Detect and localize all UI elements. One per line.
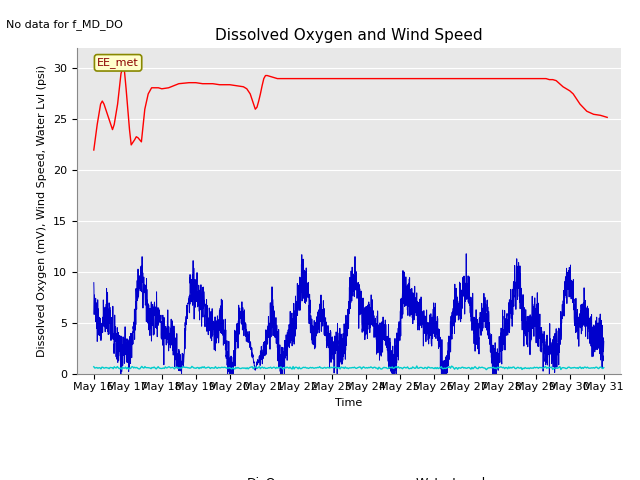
- Line: WaterLevel: WaterLevel: [94, 366, 604, 370]
- ws: [462, 251, 470, 257]
- ws: [590, 336, 598, 342]
- DisOxy: [536, 76, 543, 82]
- WaterLevel: [366, 365, 374, 371]
- DisOxy: [532, 76, 540, 82]
- WaterLevel: [413, 363, 420, 369]
- DisOxy: [604, 115, 611, 120]
- WaterLevel: [394, 365, 401, 371]
- WaterLevel: [483, 367, 490, 372]
- ws: [117, 372, 125, 377]
- Line: ws: ws: [94, 254, 604, 374]
- DisOxy: [90, 147, 98, 153]
- WaterLevel: [510, 364, 518, 370]
- ws: [90, 280, 98, 286]
- ws: [179, 351, 186, 357]
- Legend: DisOxy, ws, WaterLevel: DisOxy, ws, WaterLevel: [207, 472, 491, 480]
- WaterLevel: [600, 365, 607, 371]
- Text: EE_met: EE_met: [97, 57, 139, 68]
- DisOxy: [515, 76, 523, 82]
- Line: DisOxy: DisOxy: [94, 68, 607, 150]
- Y-axis label: Dissolved Oxygen (mV), Wind Speed, Water Lvl (psi): Dissolved Oxygen (mV), Wind Speed, Water…: [37, 65, 47, 357]
- ws: [308, 337, 316, 343]
- X-axis label: Time: Time: [335, 397, 362, 408]
- DisOxy: [545, 77, 553, 83]
- DisOxy: [447, 76, 454, 82]
- ws: [600, 338, 607, 344]
- ws: [285, 337, 293, 343]
- WaterLevel: [589, 365, 597, 371]
- Title: Dissolved Oxygen and Wind Speed: Dissolved Oxygen and Wind Speed: [215, 28, 483, 43]
- DisOxy: [267, 74, 275, 80]
- WaterLevel: [90, 364, 98, 370]
- ws: [535, 315, 543, 321]
- DisOxy: [119, 65, 127, 71]
- ws: [148, 311, 156, 316]
- WaterLevel: [335, 365, 343, 371]
- WaterLevel: [332, 365, 340, 371]
- Text: No data for f_MD_DO: No data for f_MD_DO: [6, 19, 124, 30]
